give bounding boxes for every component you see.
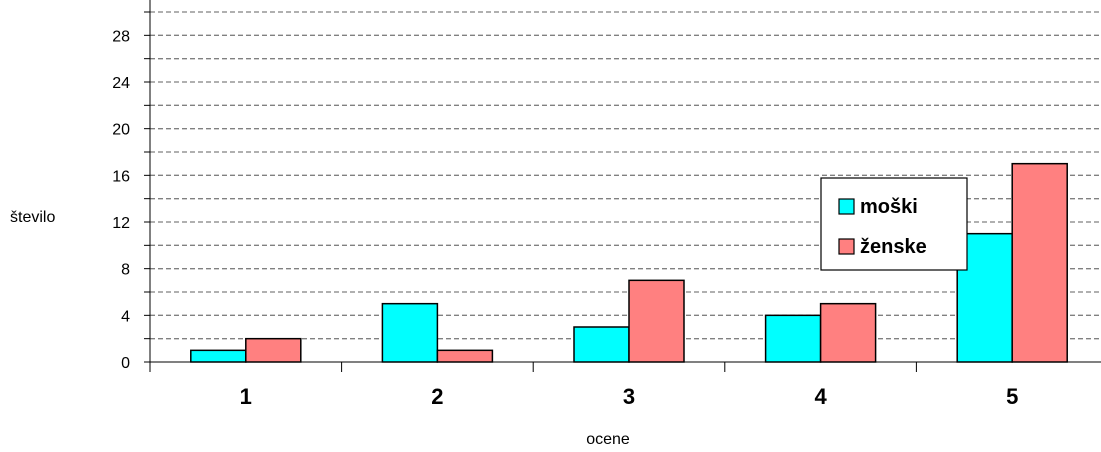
y-tick-labels: 0 4 8 12 16 20 24 28 (112, 28, 130, 372)
y-axis-title: število (10, 209, 55, 226)
bar-zenske (245, 337, 302, 363)
bar-moski (573, 326, 630, 363)
y-tick-label: 16 (112, 168, 130, 185)
bar-moski (764, 314, 822, 363)
legend: moški ženske (820, 177, 968, 271)
bar-zenske (819, 302, 877, 363)
axes (144, 0, 1101, 372)
x-tick-label: 1 (240, 384, 252, 409)
legend-swatch (838, 198, 855, 215)
y-tick-label: 0 (121, 355, 130, 372)
x-tick-label: 4 (814, 384, 827, 409)
bar-moski (190, 349, 247, 363)
y-tick-label: 20 (112, 122, 130, 139)
y-tick-label: 8 (121, 262, 130, 279)
x-tick-labels: 1 2 3 4 5 (240, 384, 1019, 409)
legend-label: moški (860, 196, 918, 218)
x-tick-label: 2 (431, 384, 443, 409)
y-tick-label: 12 (112, 215, 130, 232)
bar-zenske (436, 349, 494, 363)
y-tick-label: 4 (121, 308, 130, 325)
legend-swatch (838, 238, 855, 255)
legend-box (820, 177, 968, 271)
y-tick-label: 24 (112, 75, 130, 92)
bar-zenske (1011, 162, 1068, 363)
y-tick-label: 28 (112, 28, 130, 45)
bars (190, 162, 1068, 363)
x-axis-title: ocene (586, 431, 630, 448)
legend-label: ženske (860, 236, 927, 258)
x-tick-label: 5 (1006, 384, 1018, 409)
x-tick-label: 3 (623, 384, 635, 409)
bar-moski (381, 302, 439, 363)
bar-zenske (628, 279, 685, 363)
